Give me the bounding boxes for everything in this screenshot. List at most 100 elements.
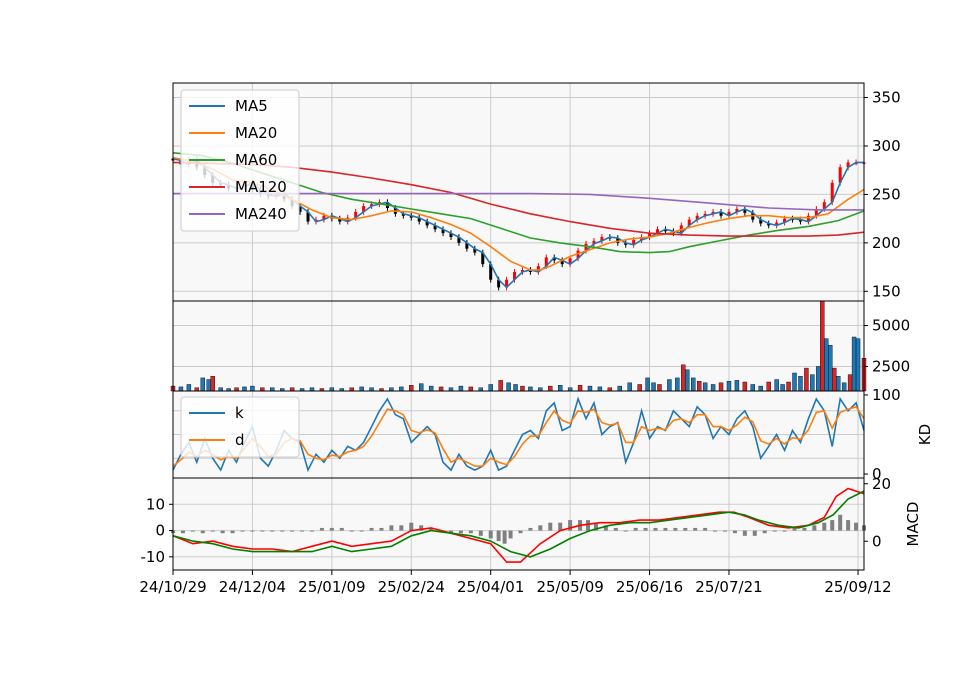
volume-bar [824, 338, 829, 392]
macd-histogram-bar [723, 530, 728, 532]
price-legend-label: MA60 [235, 151, 277, 169]
candle-body [759, 219, 763, 224]
macd-histogram-bar [732, 530, 737, 534]
candle-body [497, 279, 501, 288]
volume-bar [488, 384, 493, 392]
candle-body [520, 269, 524, 272]
macd-histogram-bar [673, 527, 678, 531]
volume-bar [178, 386, 184, 392]
macd-axis-ytick-label-left: 0 [155, 522, 165, 540]
macd-histogram-bar [623, 530, 628, 532]
volume-bar [250, 385, 255, 392]
volume-bar [774, 379, 779, 392]
volume-bar [577, 385, 583, 392]
candle-body [830, 182, 834, 203]
candle-body [298, 206, 302, 212]
x-axis-tick-label: 25/05/09 [536, 578, 603, 596]
macd-histogram-bar [782, 530, 787, 532]
x-axis-tick-label: 25/07/21 [695, 578, 762, 596]
volume-bar [718, 382, 724, 392]
price-legend-label: MA5 [235, 97, 268, 115]
price-legend-label: MA20 [235, 124, 277, 142]
volume-bar [186, 384, 192, 392]
volume-bar [617, 385, 622, 392]
macd-histogram-bar [409, 522, 414, 531]
macd-histogram-bar [518, 530, 523, 534]
macd-histogram-bar [190, 530, 195, 532]
price-axis-ytick-label: 250 [872, 185, 901, 203]
macd-histogram-bar [593, 522, 598, 531]
candle-body [481, 252, 485, 265]
candle-body [322, 215, 326, 220]
macd-histogram-bar [502, 530, 507, 544]
macd-histogram-bar [683, 527, 688, 531]
volume-bar [419, 383, 424, 392]
volume-bar [359, 386, 364, 392]
kd-axis-ytick-label: 0 [872, 465, 882, 483]
macd-histogram-bar [496, 530, 501, 542]
macd-histogram-bar [663, 527, 668, 531]
candle-body [822, 202, 826, 209]
volume-bar [681, 364, 686, 392]
volume-bar [766, 381, 771, 392]
kd-ylabel: KD [916, 424, 934, 445]
price-axis-ytick-label: 150 [872, 282, 901, 300]
candle-body [663, 229, 667, 232]
macd-histogram-bar [429, 527, 434, 531]
candle-body [806, 215, 810, 222]
volume-bar [520, 385, 525, 392]
candle-body [695, 215, 699, 220]
macd-histogram-bar [846, 520, 851, 531]
macd-histogram-bar [603, 525, 608, 531]
macd-histogram-bar [329, 527, 334, 531]
macd-histogram-bar [488, 530, 493, 539]
volume-bar [835, 376, 841, 392]
macd-histogram-bar [772, 530, 777, 532]
volume-bar [506, 382, 511, 392]
x-axis-tick-label: 25/02/24 [378, 578, 445, 596]
macd-histogram-bar [713, 530, 718, 532]
candle-body [457, 237, 461, 243]
candle-body [727, 211, 731, 216]
macd-histogram-bar [585, 520, 590, 531]
macd-histogram-bar [300, 530, 305, 532]
macd-histogram-bar [369, 527, 374, 531]
macd-histogram-bar [389, 525, 394, 531]
volume-bar [851, 336, 857, 392]
candle-body [798, 219, 802, 222]
volume-bar [399, 386, 404, 392]
candle-body [592, 240, 596, 244]
volume-bar [675, 377, 680, 392]
volume-bar [691, 377, 696, 392]
volume-bar [528, 386, 533, 392]
volume-bar [804, 367, 809, 392]
volume-bar [557, 385, 563, 392]
candle-body [743, 208, 747, 213]
volume-bar [820, 300, 825, 392]
macd-histogram-bar [210, 530, 215, 532]
macd-panel-frame [172, 477, 865, 571]
macd-histogram-bar [548, 522, 553, 531]
price-legend-label: MA240 [235, 205, 287, 223]
candle-body [767, 223, 771, 226]
volume-bar [200, 377, 205, 392]
macd-histogram-bar [703, 527, 708, 531]
macd-histogram-bar [319, 527, 324, 531]
candle-body [441, 229, 445, 234]
volume-bar [409, 385, 414, 392]
macd-histogram-bar [508, 530, 513, 539]
volume-bar [428, 385, 434, 392]
candle-body [338, 218, 342, 222]
volume-bar [685, 369, 690, 392]
macd-histogram-bar [653, 527, 658, 531]
kd-legend-label: k [235, 404, 244, 422]
macd-histogram-bar [240, 530, 245, 532]
macd-histogram-bar [399, 525, 404, 531]
candle-body [584, 243, 588, 251]
kd-legend-label: d [235, 431, 245, 449]
volume-bar [498, 380, 503, 392]
candle-body [568, 258, 572, 265]
candle-body [711, 211, 715, 214]
x-axis-tick-label: 25/06/16 [616, 578, 683, 596]
x-axis-tick-label: 25/04/01 [457, 578, 524, 596]
